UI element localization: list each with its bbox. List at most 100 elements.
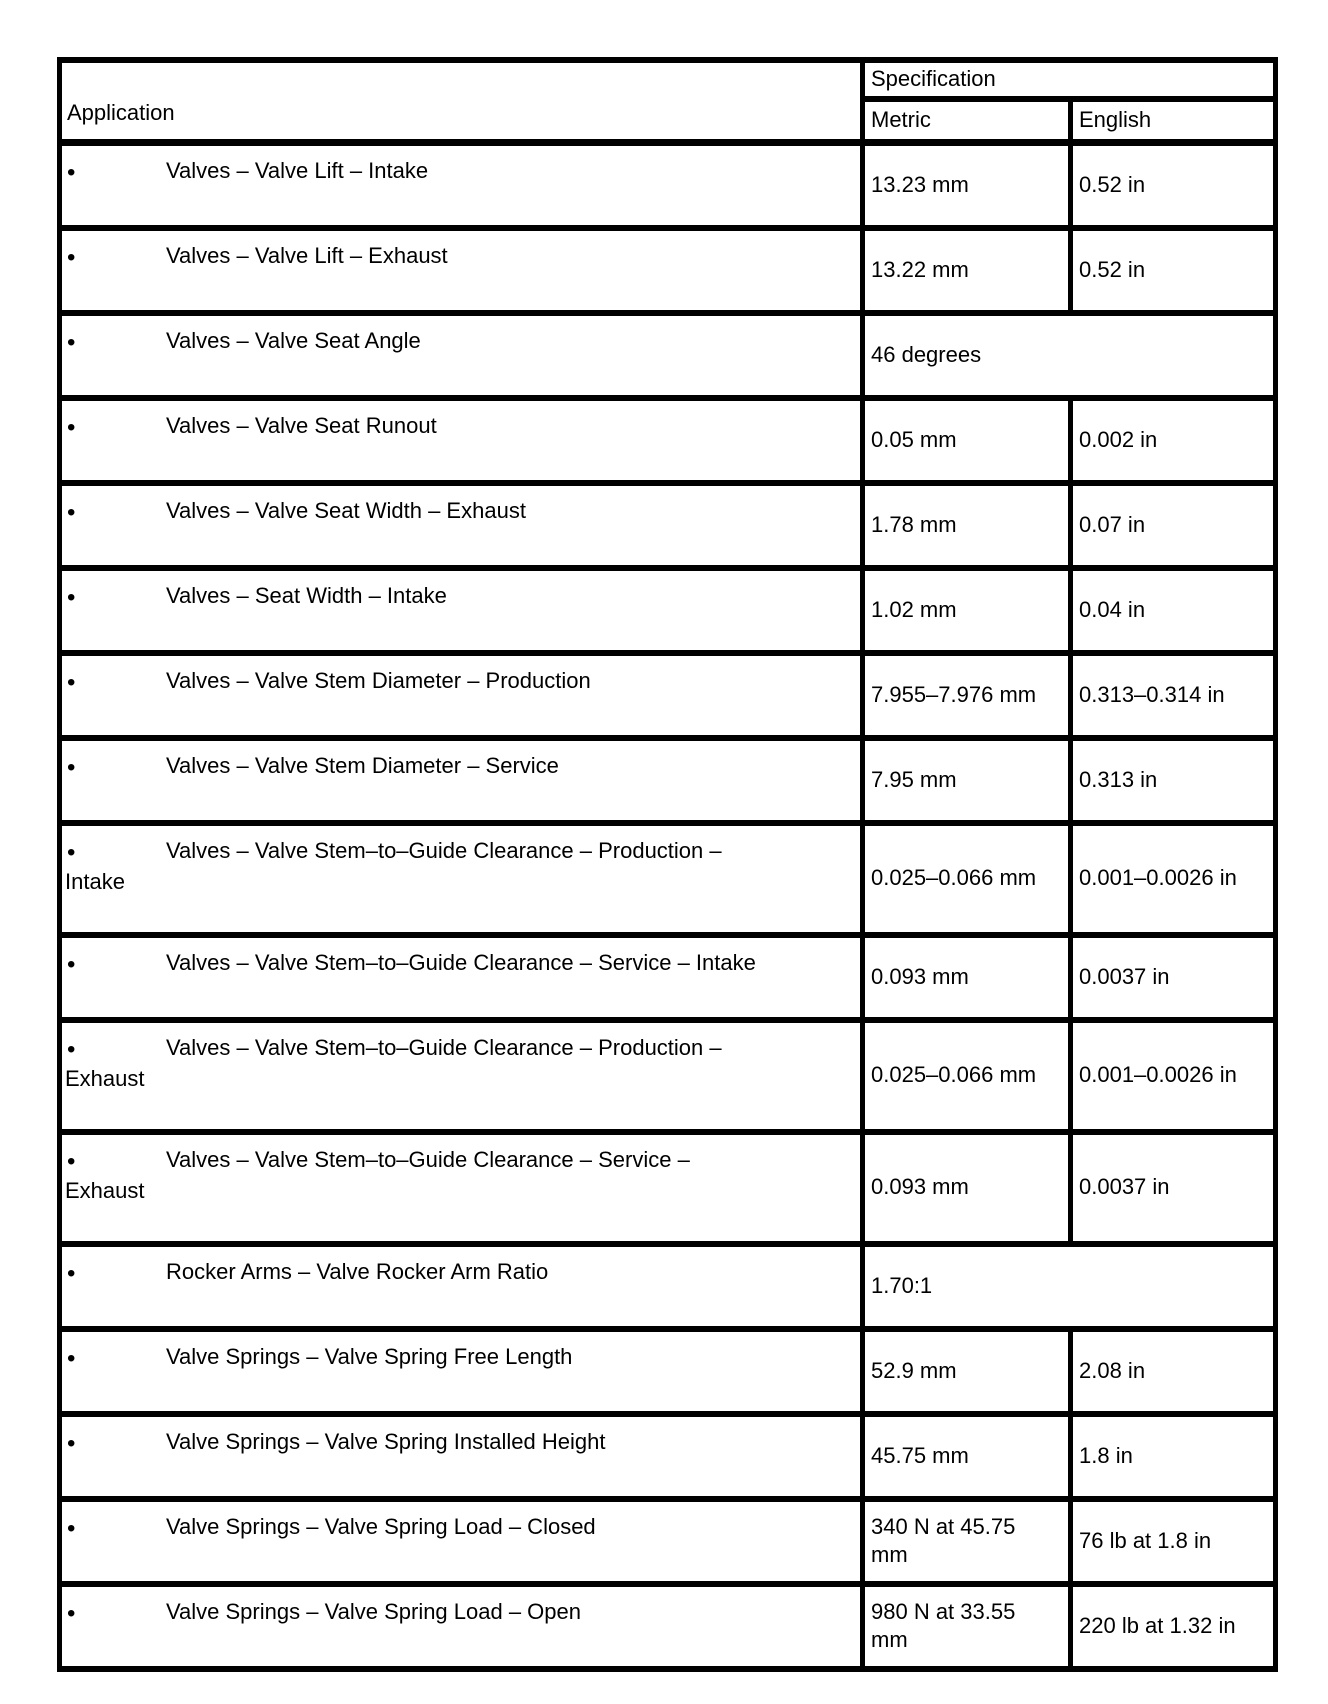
header-row-specification: Application Specification [57,57,1278,147]
bullet-icon: • [67,1514,76,1542]
metric-value-cell: 45.75 mm [860,1410,1073,1502]
bullet-icon: • [67,838,76,866]
application-cell: • Valves – Valve Seat Runout [57,394,865,486]
application-line: • Valve Springs – Valve Spring Load – Clo… [65,1513,853,1544]
application-line: • Valves – Valve Stem–to–Guide Clearance … [65,949,853,980]
specification-value-cell: 1.70:1 [860,1240,1278,1332]
english-value-cell: 0.52 in [1068,224,1278,316]
bullet-icon: • [67,328,76,356]
english-value-cell: 0.002 in [1068,394,1278,486]
application-label: Valve Springs – Valve Spring Installed H… [166,1428,606,1454]
application-cell: • Valves – Valve Stem–to–Guide Clearance … [57,1128,865,1247]
table-row: • Valves – Seat Width – Intake 1.02 mm 0.04… [57,564,1278,656]
table-row: • Valves – Valve Seat Angle 46 degrees [57,309,1278,401]
table-row: • Valves – Valve Stem–to–Guide Clearance … [57,931,1278,1023]
application-label: Valves – Valve Stem Diameter – Service [166,752,559,778]
table-row: • Valves – Valve Stem–to–Guide Clearance … [57,1016,1278,1135]
bullet-icon: • [67,159,76,187]
application-label: Valve Springs – Valve Spring Load – Open [166,1598,582,1624]
english-value-cell: 0.04 in [1068,564,1278,656]
application-label-continued: Exhaust [65,1065,145,1091]
metric-value-cell: 7.955–7.976 mm [860,649,1073,741]
english-value-cell: 0.313 in [1068,734,1278,826]
application-line: • Valves – Valve Stem Diameter – Service [65,752,853,783]
english-value-cell: 0.52 in [1068,139,1278,231]
bullet-icon: • [67,1344,76,1372]
application-label: Valves – Valve Stem–to–Guide Clearance –… [166,1034,722,1060]
metric-value-cell: 52.9 mm [860,1325,1073,1417]
application-cell: • Valves – Seat Width – Intake [57,564,865,656]
english-value-cell: 1.8 in [1068,1410,1278,1502]
application-cell: • Valve Springs – Valve Spring Free Lengt… [57,1325,865,1417]
application-label: Valve Springs – Valve Spring Load – Clos… [166,1513,596,1539]
application-line: • Valve Springs – Valve Spring Load – Ope… [65,1598,853,1629]
metric-value-cell: 980 N at 33.55 mm [860,1580,1073,1672]
application-cell: • Valves – Valve Stem–to–Guide Clearance … [57,931,865,1023]
application-cell: • Valve Springs – Valve Spring Installed … [57,1410,865,1502]
application-cell: • Rocker Arms – Valve Rocker Arm Ratio [57,1240,865,1332]
application-cell: • Valves – Valve Stem Diameter – Service [57,734,865,826]
application-label-continued: Intake [65,868,125,894]
application-label: Valve Springs – Valve Spring Free Length [166,1343,573,1369]
table-row: • Valves – Valve Stem–to–Guide Clearance … [57,1128,1278,1247]
english-value-cell: 0.001–0.0026 in [1068,819,1278,938]
metric-value-cell: 13.23 mm [860,139,1073,231]
bullet-icon: • [67,243,76,271]
table-row: • Rocker Arms – Valve Rocker Arm Ratio 1.7… [57,1240,1278,1332]
application-label-continued: Exhaust [65,1177,145,1203]
application-cell: • Valves – Valve Lift – Exhaust [57,224,865,316]
application-line: • Valves – Valve Stem Diameter – Producti… [65,667,853,698]
specification-column-header: Specification [860,57,1278,101]
application-line: • Valves – Valve Seat Width – Exhaust [65,497,853,528]
bullet-icon: • [67,950,76,978]
bullet-icon: • [67,498,76,526]
table-row: • Valves – Valve Stem–to–Guide Clearance … [57,819,1278,938]
table-row: • Valve Springs – Valve Spring Free Lengt… [57,1325,1278,1417]
application-label: Valves – Valve Seat Width – Exhaust [166,497,526,523]
application-label: Valves – Valve Lift – Intake [166,158,429,184]
english-value-cell: 0.313–0.314 in [1068,649,1278,741]
application-line: • Valve Springs – Valve Spring Free Lengt… [65,1343,853,1374]
application-line: • Valves – Valve Lift – Exhaust [65,242,853,273]
application-line: • Rocker Arms – Valve Rocker Arm Ratio [65,1258,853,1289]
table-row: • Valves – Valve Seat Runout 0.05 mm 0.002 … [57,394,1278,486]
application-label: Valves – Valve Stem–to–Guide Clearance –… [166,837,722,863]
english-value-cell: 220 lb at 1.32 in [1068,1580,1278,1672]
application-cell: • Valves – Valve Seat Angle [57,309,865,401]
metric-value-cell: 0.093 mm [860,1128,1073,1247]
bullet-icon: • [67,1599,76,1627]
application-label: Valves – Valve Seat Angle [166,327,421,353]
bullet-icon: • [67,583,76,611]
table-row: • Valves – Valve Stem Diameter – Service 7… [57,734,1278,826]
metric-value-cell: 340 N at 45.75 mm [860,1495,1073,1587]
specifications-table: Application Specification Metric English… [57,57,1278,1672]
application-label: Valves – Valve Lift – Exhaust [166,242,448,268]
bullet-icon: • [67,1259,76,1287]
english-value-cell: 0.0037 in [1068,931,1278,1023]
metric-value-cell: 0.093 mm [860,931,1073,1023]
table-row: • Valves – Valve Stem Diameter – Producti… [57,649,1278,741]
application-line: • Valves – Valve Stem–to–Guide Clearance … [65,1034,853,1065]
bullet-icon: • [67,668,76,696]
application-label: Rocker Arms – Valve Rocker Arm Ratio [166,1258,549,1284]
english-value-cell: 0.001–0.0026 in [1068,1016,1278,1135]
application-cell: • Valves – Valve Stem Diameter – Producti… [57,649,865,741]
application-cell: • Valves – Valve Stem–to–Guide Clearance … [57,819,865,938]
application-line: • Valves – Valve Lift – Intake [65,157,853,188]
table-row: • Valves – Valve Lift – Intake 13.23 mm 0.5… [57,139,1278,231]
metric-value-cell: 13.22 mm [860,224,1073,316]
application-label: Valves – Seat Width – Intake [166,582,447,608]
metric-column-header: Metric [860,95,1073,147]
application-line: • Valves – Seat Width – Intake [65,582,853,613]
metric-value-cell: 1.02 mm [860,564,1073,656]
english-value-cell: 2.08 in [1068,1325,1278,1417]
application-column-header: Application [57,57,865,147]
metric-value-cell: 1.78 mm [860,479,1073,571]
table-header: Application Specification Metric English [57,57,1278,147]
specification-value-cell: 46 degrees [860,309,1278,401]
application-cell: • Valves – Valve Stem–to–Guide Clearance … [57,1016,865,1135]
metric-value-cell: 0.025–0.066 mm [860,819,1073,938]
application-label: Valves – Valve Stem–to–Guide Clearance –… [166,1146,690,1172]
application-line: • Valves – Valve Stem–to–Guide Clearance … [65,837,853,868]
